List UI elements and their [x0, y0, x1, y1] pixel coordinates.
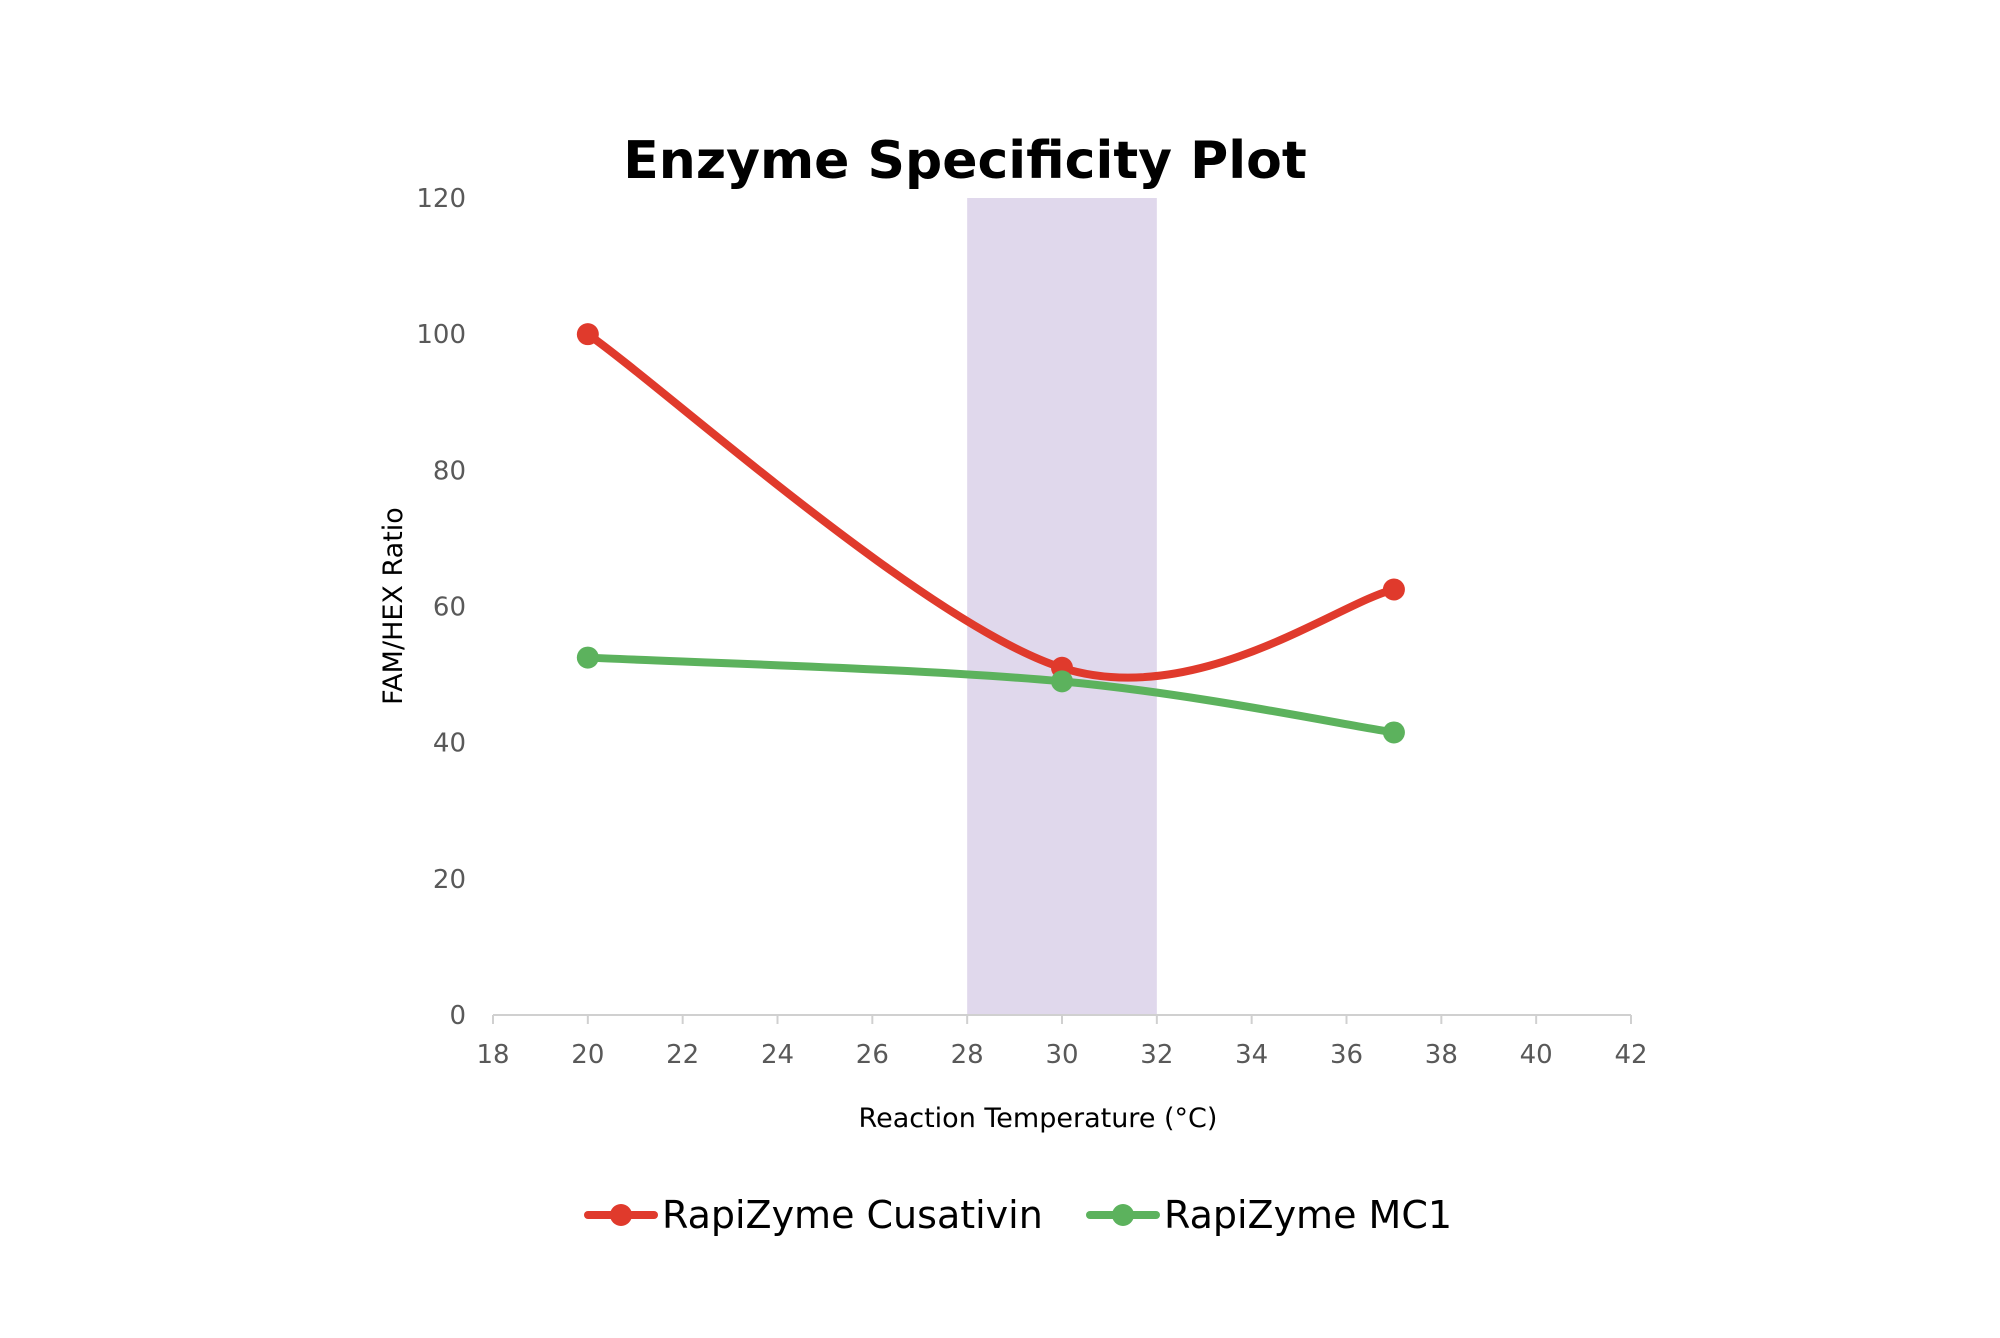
- legend-label: RapiZyme MC1: [1164, 1193, 1452, 1237]
- y-tick-label: 100: [416, 320, 466, 350]
- x-tick-label: 34: [1235, 1040, 1268, 1070]
- data-point: [1051, 670, 1073, 693]
- legend: RapiZyme Cusativin RapiZyme MC1: [584, 1193, 1452, 1237]
- x-tick-label: 30: [1045, 1040, 1078, 1070]
- shaded-region-layer: [967, 198, 1157, 1015]
- x-tick-label: 36: [1330, 1040, 1363, 1070]
- axis-layer: 18 20 22 24 26 28 30 32 34 36 38 40 42 0 20 40 60 80 100 12…: [416, 184, 1647, 1070]
- series-layer: [576, 323, 1405, 744]
- x-tick-label: 22: [666, 1040, 699, 1070]
- x-tick-label: 18: [476, 1040, 509, 1070]
- x-tick-label: 20: [571, 1040, 604, 1070]
- y-tick-label: 20: [433, 865, 466, 895]
- y-tick-label: 0: [449, 1001, 466, 1031]
- x-tick-label: 28: [951, 1040, 984, 1070]
- y-tick-label: 120: [416, 184, 466, 214]
- y-tick-label: 80: [433, 456, 466, 486]
- x-axis-title: Reaction Temperature (°C): [859, 1103, 1218, 1134]
- x-tick-label: 40: [1520, 1040, 1553, 1070]
- y-tick-label: 60: [433, 593, 466, 623]
- x-tick-label: 32: [1140, 1040, 1173, 1070]
- x-tick-label: 24: [761, 1040, 794, 1070]
- data-point: [576, 323, 599, 346]
- x-tick-label: 42: [1614, 1040, 1647, 1070]
- data-point: [576, 646, 599, 669]
- legend-marker: [1112, 1204, 1134, 1226]
- legend-marker: [610, 1204, 632, 1226]
- legend-item: RapiZyme MC1: [1086, 1193, 1452, 1237]
- data-point: [1382, 578, 1405, 601]
- y-tick-label: 40: [433, 729, 466, 759]
- shaded-temperature-range: [967, 198, 1157, 1015]
- data-point: [1382, 721, 1405, 744]
- y-axis-title: FAM/HEX Ratio: [378, 507, 409, 705]
- x-tick-label: 38: [1425, 1040, 1458, 1070]
- chart-title: Enzyme Specificity Plot: [623, 131, 1306, 191]
- series-1: [576, 646, 1405, 744]
- legend-label: RapiZyme Cusativin: [662, 1193, 1043, 1237]
- legend-item: RapiZyme Cusativin: [584, 1193, 1043, 1237]
- series-line: [583, 330, 1398, 682]
- x-tick-label: 26: [856, 1040, 889, 1070]
